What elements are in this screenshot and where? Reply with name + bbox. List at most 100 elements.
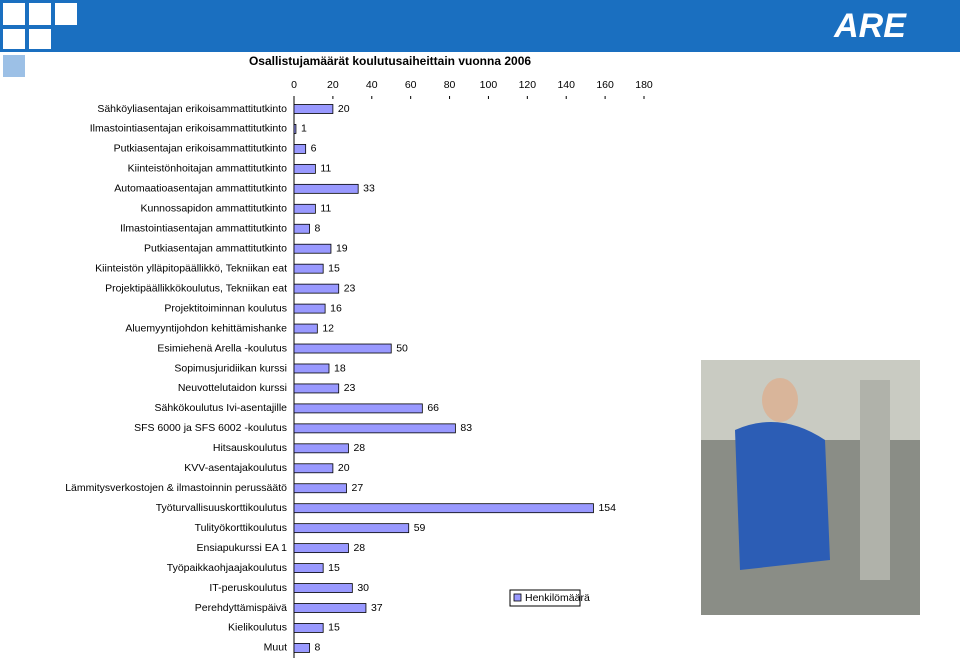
y-tick-label: Putkiasentajan erikoisammattitutkinto xyxy=(114,143,287,155)
bar xyxy=(293,603,367,613)
bar xyxy=(293,243,332,254)
bar xyxy=(293,263,324,274)
data-label: 23 xyxy=(344,382,356,394)
bar xyxy=(293,423,456,434)
data-label: 23 xyxy=(344,282,356,294)
bar xyxy=(293,463,334,474)
x-tick-label: 0 xyxy=(291,79,297,91)
data-label: 30 xyxy=(357,582,369,594)
y-tick-label: Neuvottelutaidon kurssi xyxy=(178,382,287,394)
bar xyxy=(293,543,349,554)
y-tick-label: Kiinteistön ylläpitopäällikkö, Tekniikan… xyxy=(95,262,287,274)
data-label: 66 xyxy=(427,402,439,414)
y-tick-label: Sopimusjuridiikan kurssi xyxy=(174,362,287,374)
bar xyxy=(293,583,353,593)
bar xyxy=(293,223,310,234)
bar xyxy=(293,343,392,354)
data-label: 154 xyxy=(598,502,616,514)
y-tick-label: Työturvallisuuskorttikoulutus xyxy=(156,502,287,514)
legend-swatch xyxy=(513,593,522,602)
data-label: 15 xyxy=(328,622,340,634)
data-label: 1 xyxy=(301,123,307,135)
data-label: 59 xyxy=(414,522,426,534)
bar xyxy=(293,563,324,573)
photo xyxy=(701,360,920,615)
y-tick-label: Projektipäällikkökoulutus, Tekniikan eat xyxy=(105,282,287,294)
data-label: 6 xyxy=(311,143,317,155)
data-label: 15 xyxy=(328,262,340,274)
y-tick-label: Kiinteistönhoitajan ammattitutkinto xyxy=(128,163,287,175)
decor-squares xyxy=(3,3,77,77)
x-tick-label: 100 xyxy=(480,79,498,91)
y-tick-label: Lämmitysverkostojen & ilmastoinnin perus… xyxy=(65,482,287,494)
data-label: 15 xyxy=(328,562,340,574)
bar xyxy=(293,503,594,514)
bar xyxy=(293,163,316,174)
bar xyxy=(293,124,297,134)
y-tick-label: Tulityökorttikoulutus xyxy=(195,522,287,534)
bar xyxy=(293,523,410,534)
data-label: 11 xyxy=(320,203,331,215)
bar xyxy=(293,643,310,653)
data-label: 20 xyxy=(338,462,350,474)
bar xyxy=(293,203,316,214)
x-tick-label: 140 xyxy=(557,79,575,91)
y-tick-label: Sähkökoulutus Ivi-asentajille xyxy=(155,402,288,414)
data-label: 28 xyxy=(353,442,365,454)
bar xyxy=(293,283,340,294)
x-tick-label: 20 xyxy=(327,79,339,91)
data-label: 19 xyxy=(336,243,348,255)
y-tick-label: Putkiasentajan ammattitutkinto xyxy=(144,243,287,255)
y-tick-label: Muut xyxy=(264,642,287,654)
data-label: 11 xyxy=(320,163,331,175)
x-tick-label: 40 xyxy=(366,79,378,91)
y-tick-label: Automaatioasentajan ammattitutkinto xyxy=(114,183,287,195)
data-label: 33 xyxy=(363,183,375,195)
header-band xyxy=(0,0,960,52)
bar xyxy=(293,303,326,314)
y-tick-label: Kunnossapidon ammattitutkinto xyxy=(140,203,287,215)
x-tick-label: 80 xyxy=(444,79,456,91)
data-label: 8 xyxy=(315,223,321,235)
data-label: 8 xyxy=(315,642,321,654)
y-tick-label: Aluemyyntijohdon kehittämishanke xyxy=(125,322,287,334)
chart-title: Osallistujamäärät koulutusaiheittain vuo… xyxy=(249,54,531,68)
y-tick-label: Perehdyttämispäivä xyxy=(195,602,287,614)
data-label: 20 xyxy=(338,103,350,115)
bar xyxy=(293,323,318,334)
bar xyxy=(293,183,359,194)
x-tick-label: 60 xyxy=(405,79,417,91)
bar xyxy=(293,104,334,114)
y-tick-label: Sähköyliasentajan erikoisammattitutkinto xyxy=(97,103,287,115)
y-tick-label: Hitsauskoulutus xyxy=(213,442,287,454)
logo: ARE xyxy=(833,7,907,45)
bar xyxy=(293,483,347,494)
y-tick-label: Esimiehenä Arella -koulutus xyxy=(157,342,287,354)
data-label: 37 xyxy=(371,602,383,614)
x-tick-label: 160 xyxy=(596,79,614,91)
data-label: 12 xyxy=(322,322,334,334)
y-tick-label: KVV-asentajakoulutus xyxy=(184,462,287,474)
legend xyxy=(509,589,581,607)
y-tick-label: Ensiapukurssi EA 1 xyxy=(197,542,288,554)
y-tick-label: Projektitoiminnan koulutus xyxy=(164,302,287,314)
bar xyxy=(293,623,324,633)
bar xyxy=(293,443,349,454)
y-tick-label: Kielikoulutus xyxy=(228,622,287,634)
data-label: 18 xyxy=(334,362,346,374)
y-tick-label: Työpaikkaohjaajakoulutus xyxy=(167,562,287,574)
x-tick-label: 120 xyxy=(519,79,537,91)
data-label: 27 xyxy=(352,482,364,494)
y-tick-label: Ilmastointiasentajan erikoisammattitutki… xyxy=(90,123,287,135)
bar xyxy=(293,144,307,154)
data-label: 83 xyxy=(460,422,472,434)
y-tick-label: IT-peruskoulutus xyxy=(209,582,287,594)
y-tick-label: SFS 6000 ja SFS 6002 -koulutus xyxy=(134,422,287,434)
data-label: 16 xyxy=(330,302,342,314)
y-tick-label: Ilmastointiasentajan ammattitutkinto xyxy=(120,223,287,235)
bar xyxy=(293,383,340,394)
bar xyxy=(293,363,330,374)
data-label: 28 xyxy=(353,542,365,554)
data-label: 50 xyxy=(396,342,408,354)
